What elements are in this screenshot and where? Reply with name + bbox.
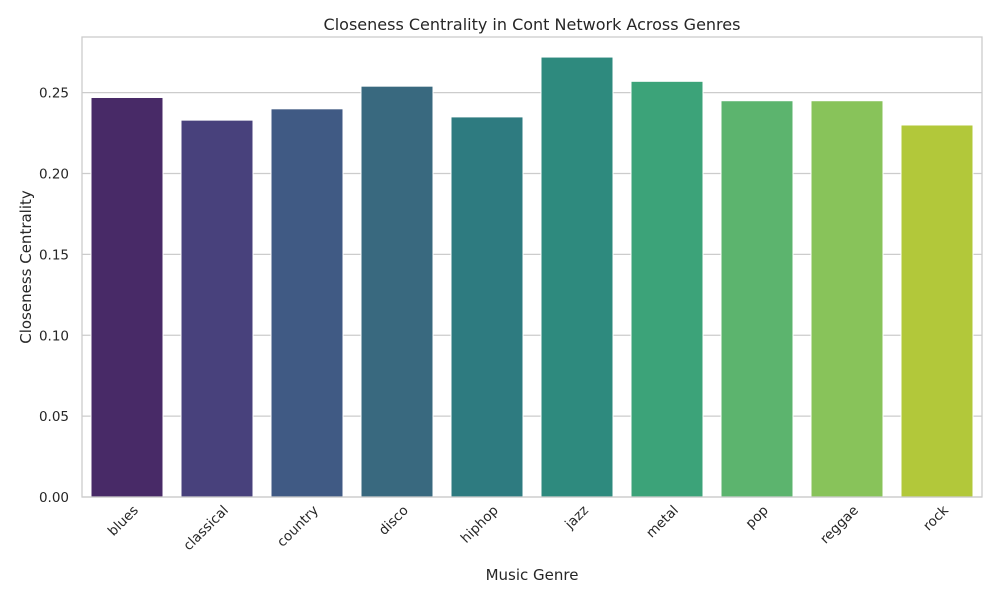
y-tick-label: 0.10 [39,328,69,344]
y-axis-label: Closeness Centrality [17,190,35,344]
y-tick-label: 0.25 [39,86,69,102]
x-tick-label: jazz [561,503,592,534]
bars [90,56,974,498]
bar-reggae [810,100,884,498]
bar-rock [900,124,974,498]
y-tick-label: 0.15 [39,247,69,263]
chart-title: Closeness Centrality in Cont Network Acr… [324,15,741,34]
y-tick-label: 0.05 [39,409,69,425]
bar-country [270,108,344,498]
x-tick-label: blues [105,503,142,540]
x-tick-label: classical [180,503,231,554]
x-tick-label: pop [743,503,772,532]
x-axis-ticks: blues classical country disco hiphop jazz meta… [105,502,952,554]
bar-blues [90,96,164,498]
bar-metal [630,80,704,498]
bar-disco [360,85,434,498]
x-tick-label: metal [643,503,682,542]
bar-hiphop [450,116,524,498]
bar-classical [180,119,254,498]
x-tick-label: rock [920,502,952,534]
plot-frame [81,36,983,498]
bar-jazz [540,56,614,498]
x-tick-label: hiphop [458,503,502,547]
y-tick-label: 0.00 [39,490,69,506]
x-tick-label: country [274,503,322,551]
y-axis-ticks: 0.00 0.05 0.10 0.15 0.20 0.25 [39,86,69,506]
x-axis-label: Music Genre [486,566,579,584]
y-tick-label: 0.20 [39,167,69,183]
x-tick-label: disco [376,503,412,539]
bar-pop [720,100,794,498]
x-tick-label: reggae [817,503,862,548]
